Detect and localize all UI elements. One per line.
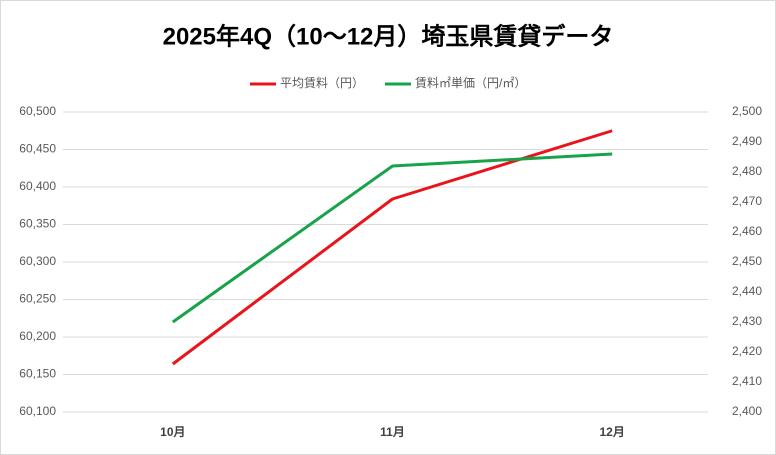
legend-label: 平均賃料（円） [280,75,364,90]
legend-label: 賃料㎡単価（円/㎡） [415,75,526,90]
y2-tick-label: 2,470 [732,194,762,208]
y-tick-label: 60,250 [19,292,56,306]
y2-tick-label: 2,450 [732,254,762,268]
y2-tick-label: 2,410 [732,374,762,388]
y-tick-label: 60,300 [19,254,56,268]
series-line [171,129,613,366]
chart-title: 2025年4Q（10～12月）埼玉県賃貸データ [163,22,614,50]
y2-tick-label: 2,500 [732,104,762,118]
y2-tick-label: 2,440 [732,284,762,298]
y-tick-label: 60,400 [19,179,56,193]
y-tick-label: 60,150 [19,367,56,381]
y-tick-label: 60,450 [19,142,56,156]
x-tick-label: 10月 [160,425,185,439]
y2-tick-label: 2,430 [732,314,762,328]
x-tick-label: 11月 [380,425,405,439]
y2-tick-label: 2,400 [732,404,762,418]
x-tick-label: 12月 [599,425,624,439]
y-tick-label: 60,350 [19,217,56,231]
y-tick-label: 60,100 [19,404,56,418]
y-tick-label: 60,200 [19,329,56,343]
y2-tick-label: 2,480 [732,164,762,178]
y2-tick-label: 2,420 [732,344,762,358]
series-line [171,152,613,324]
y-tick-label: 60,500 [19,104,56,118]
y2-tick-label: 2,460 [732,224,762,238]
y2-tick-label: 2,490 [732,134,762,148]
